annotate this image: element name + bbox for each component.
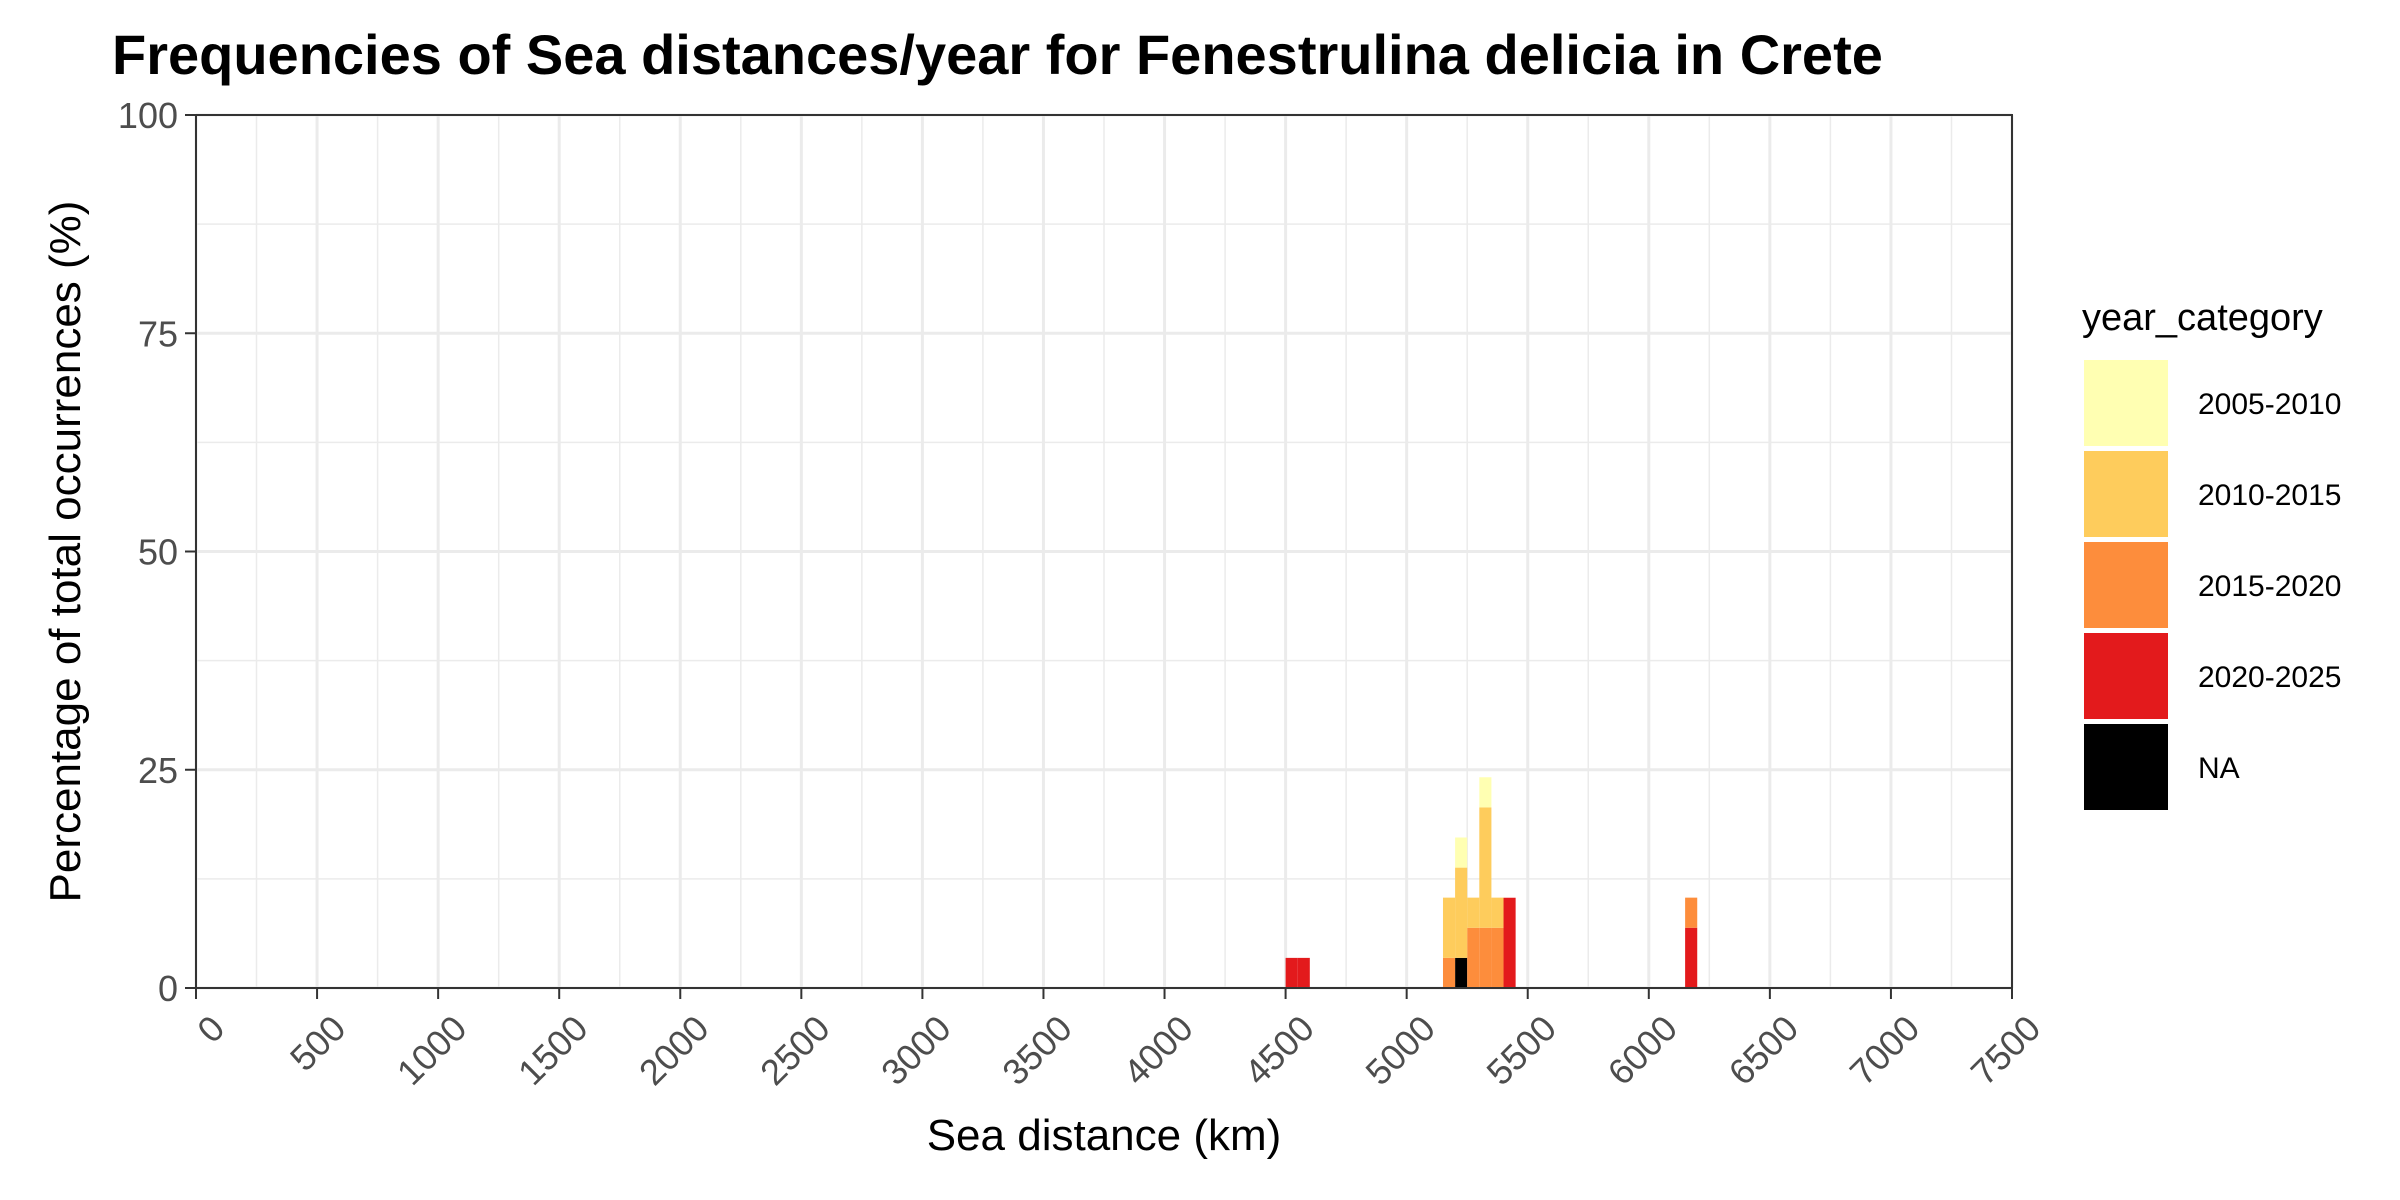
x-tick-label: 0 [189, 1007, 232, 1050]
legend-key [2084, 451, 2168, 537]
bar-segment [1467, 927, 1480, 988]
grid-lines [194, 113, 2014, 990]
bar-segment [1455, 957, 1468, 988]
bar-segment [1297, 957, 1310, 988]
x-tick-label: 2500 [752, 1007, 838, 1093]
x-tick-label: 7000 [1842, 1007, 1928, 1093]
legend-key [2084, 360, 2168, 446]
x-tick-label: 4000 [1115, 1007, 1201, 1093]
bar-segment [1467, 897, 1480, 928]
x-tick-label: 1500 [510, 1007, 596, 1093]
bar-segment [1491, 927, 1504, 988]
y-tick-label: 75 [138, 313, 178, 354]
bar-segment [1479, 777, 1492, 808]
bar-segment [1479, 807, 1492, 928]
legend-label: 2005-2010 [2198, 388, 2341, 421]
x-tick-label: 6000 [1600, 1007, 1686, 1093]
x-axis-title: Sea distance (km) [927, 1111, 1282, 1160]
x-tick-label: 7500 [1963, 1007, 2049, 1093]
legend-label: 2020-2025 [2198, 661, 2341, 694]
y-axis-title: Percentage of total occurrences (%) [41, 201, 90, 903]
x-tick-label: 5000 [1357, 1007, 1443, 1093]
bar-segment [1503, 897, 1516, 988]
legend-title: year_category [2082, 297, 2323, 339]
legend-key [2084, 542, 2168, 628]
x-tick-label: 3500 [994, 1007, 1080, 1093]
x-tick-label: 1000 [389, 1007, 475, 1093]
legend-label: 2015-2020 [2198, 570, 2341, 603]
legend: year_category 2005-2010 2010-2015 2015-202… [2082, 297, 2341, 810]
chart-title: Frequencies of Sea distances/year for Fe… [112, 23, 1883, 86]
x-tick-label: 500 [282, 1007, 353, 1078]
legend-label: 2010-2015 [2198, 479, 2341, 512]
x-tick-label: 5500 [1478, 1007, 1564, 1093]
bar-segment [1442, 957, 1456, 988]
bar-segment [1685, 927, 1698, 988]
bar-segment [1479, 927, 1492, 988]
x-tick-label: 6500 [1721, 1007, 1807, 1093]
bar-segment [1285, 957, 1298, 988]
bar-segment [1442, 897, 1456, 958]
bar-segment [1455, 867, 1468, 958]
bars [1285, 777, 1698, 988]
x-tick-label: 2000 [631, 1007, 717, 1093]
y-tick-label: 0 [158, 968, 178, 1009]
legend-key [2084, 724, 2168, 810]
y-tick-label: 50 [138, 532, 178, 573]
bar-segment [1491, 897, 1504, 928]
x-tick-label: 3000 [873, 1007, 959, 1093]
bar-segment [1455, 837, 1468, 868]
legend-label: NA [2198, 752, 2240, 785]
x-tick-label: 4500 [1236, 1007, 1322, 1093]
legend-key [2084, 633, 2168, 719]
y-tick-label: 100 [118, 95, 178, 136]
y-tick-label: 25 [138, 750, 178, 791]
bar-segment [1685, 897, 1698, 928]
